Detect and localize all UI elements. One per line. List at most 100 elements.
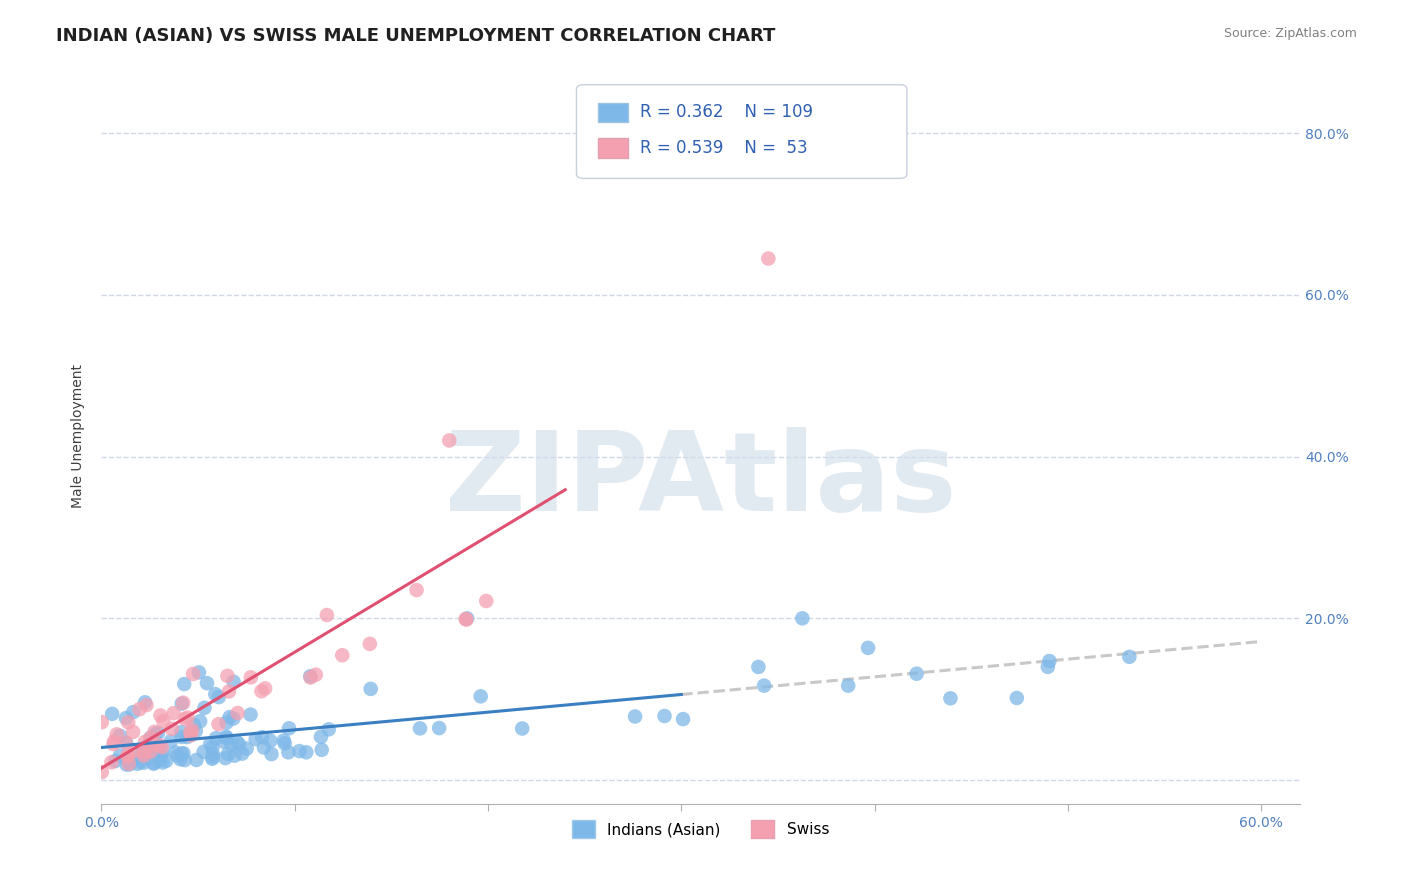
Point xyxy=(470,690,492,704)
Point xyxy=(184,723,207,738)
Point xyxy=(1036,660,1059,674)
Point xyxy=(173,677,195,691)
Point xyxy=(454,612,477,626)
Point xyxy=(905,666,928,681)
Point xyxy=(139,745,162,759)
Point xyxy=(132,748,155,763)
Point xyxy=(132,742,155,756)
Legend: Indians (Asian), Swiss: Indians (Asian), Swiss xyxy=(567,814,835,845)
Point xyxy=(108,748,131,763)
Point xyxy=(105,727,128,741)
Point xyxy=(179,725,201,739)
Point xyxy=(104,754,127,768)
Point xyxy=(101,706,124,721)
Point xyxy=(114,735,136,749)
Point xyxy=(654,709,676,723)
Point xyxy=(299,669,322,683)
Point xyxy=(222,674,245,689)
Point xyxy=(117,748,139,763)
Point xyxy=(309,730,332,744)
Point xyxy=(235,741,257,756)
Point xyxy=(672,712,695,726)
Point xyxy=(253,740,276,755)
Point xyxy=(165,746,187,760)
Point xyxy=(188,665,211,680)
Point xyxy=(273,733,295,747)
Point xyxy=(195,676,218,690)
Point xyxy=(132,756,155,770)
Point xyxy=(100,756,122,770)
Point xyxy=(142,756,165,771)
Point xyxy=(239,670,262,684)
Point xyxy=(134,695,156,709)
Point xyxy=(224,748,246,763)
Point xyxy=(129,755,152,769)
Point xyxy=(208,690,231,705)
Point xyxy=(273,736,295,750)
Point xyxy=(254,681,277,696)
Point xyxy=(250,684,273,698)
Point xyxy=(143,727,166,741)
Point xyxy=(212,735,235,749)
Point xyxy=(115,757,138,772)
Point xyxy=(218,684,240,698)
Text: R = 0.539    N =  53: R = 0.539 N = 53 xyxy=(640,139,807,157)
Point xyxy=(228,737,250,751)
Point xyxy=(1005,690,1028,705)
Point xyxy=(305,667,328,681)
Point xyxy=(90,715,112,730)
Point xyxy=(311,743,333,757)
Point xyxy=(139,731,162,745)
Point xyxy=(456,613,478,627)
Text: ZIPAtlas: ZIPAtlas xyxy=(444,427,956,534)
Point xyxy=(214,751,236,765)
Point xyxy=(330,648,353,663)
Point xyxy=(756,252,779,266)
Point xyxy=(170,725,193,739)
Point xyxy=(135,739,157,754)
Point xyxy=(124,744,146,758)
Point xyxy=(169,752,191,766)
Point xyxy=(1038,654,1060,668)
Point xyxy=(193,745,215,759)
Point xyxy=(139,731,162,746)
Point xyxy=(856,640,879,655)
Point xyxy=(142,756,165,770)
Point xyxy=(135,698,157,712)
Point xyxy=(225,735,247,749)
Point xyxy=(146,739,169,753)
Point xyxy=(170,697,193,711)
Point xyxy=(201,750,224,764)
Point xyxy=(118,756,141,771)
Point xyxy=(139,740,162,755)
Point xyxy=(115,711,138,725)
Point xyxy=(277,745,299,759)
Point xyxy=(259,734,281,748)
Point xyxy=(510,722,533,736)
Point xyxy=(215,730,238,744)
Point xyxy=(159,734,181,748)
Point xyxy=(405,582,427,597)
Point xyxy=(217,669,239,683)
Text: INDIAN (ASIAN) VS SWISS MALE UNEMPLOYMENT CORRELATION CHART: INDIAN (ASIAN) VS SWISS MALE UNEMPLOYMEN… xyxy=(56,27,776,45)
Point xyxy=(207,717,229,731)
Point xyxy=(149,747,172,762)
Point xyxy=(172,746,194,760)
Point xyxy=(155,754,177,768)
Point xyxy=(316,607,339,622)
Point xyxy=(837,679,859,693)
Point xyxy=(122,705,145,719)
Point xyxy=(747,660,769,674)
Point xyxy=(245,732,267,747)
Point xyxy=(152,714,174,729)
Point xyxy=(188,714,211,728)
Point xyxy=(143,724,166,739)
Point xyxy=(172,696,194,710)
Point xyxy=(359,637,381,651)
Point xyxy=(148,738,170,752)
Point xyxy=(792,611,814,625)
Point xyxy=(201,747,224,761)
Point xyxy=(752,679,775,693)
Point xyxy=(409,722,432,736)
Point xyxy=(149,708,172,723)
